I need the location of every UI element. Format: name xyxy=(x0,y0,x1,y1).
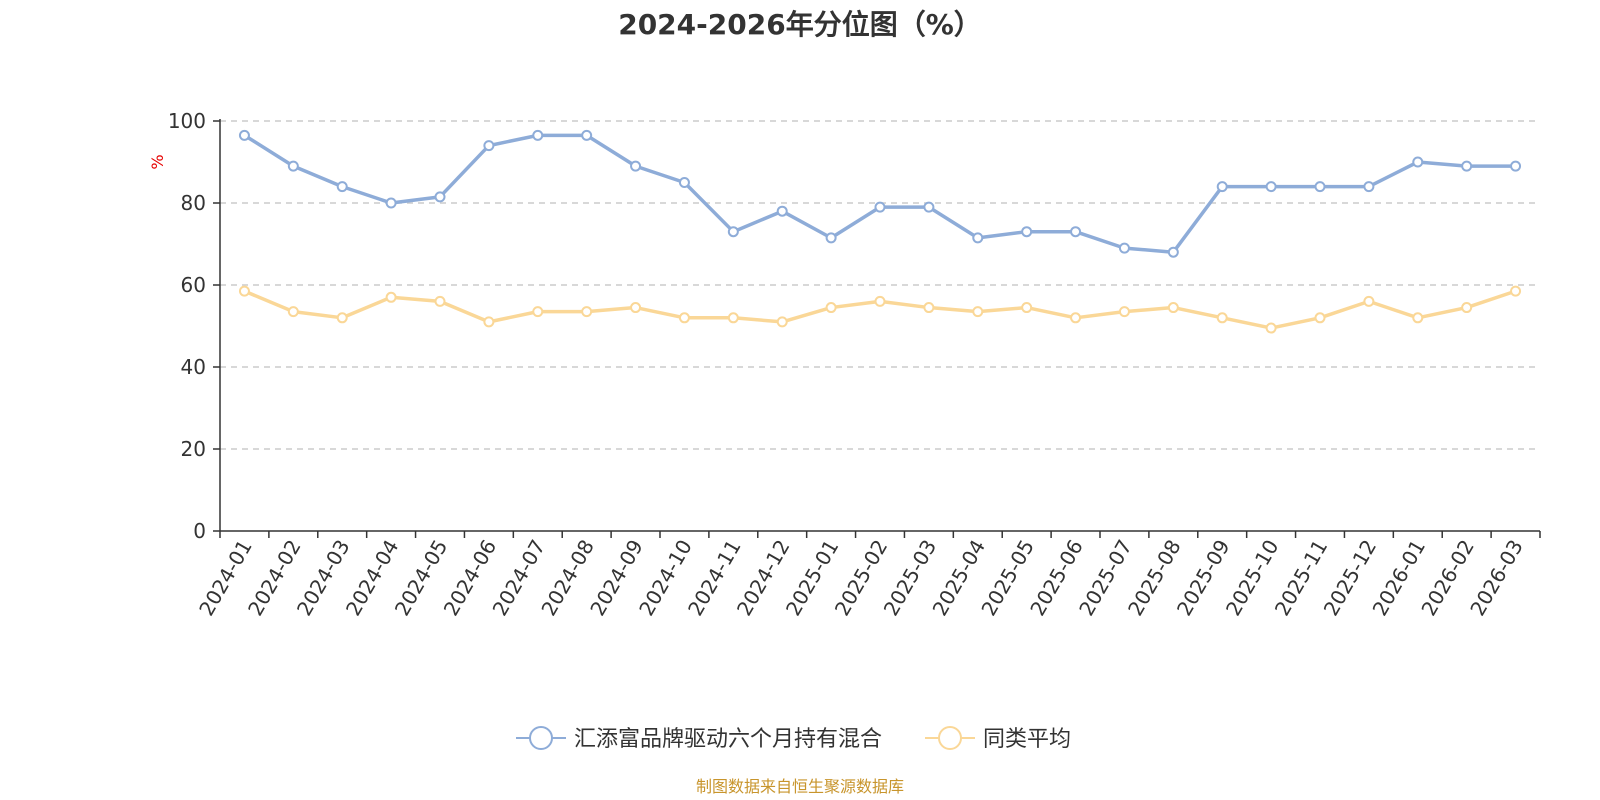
data-point xyxy=(1265,322,1277,334)
legend-label: 汇添富品牌驱动六个月持有混合 xyxy=(574,727,882,752)
grid-lines xyxy=(220,120,1540,450)
legend-marker xyxy=(529,726,553,750)
data-point xyxy=(727,226,739,238)
data-point xyxy=(1070,312,1082,324)
y-axis-unit-label: % xyxy=(148,154,167,169)
data-point xyxy=(483,140,495,152)
data-point xyxy=(238,285,250,297)
data-point xyxy=(1021,226,1033,238)
data-point xyxy=(1510,160,1522,172)
legend-label: 同类平均 xyxy=(983,727,1071,752)
data-point xyxy=(825,302,837,314)
data-point xyxy=(1070,226,1082,238)
data-point xyxy=(972,306,984,318)
data-point xyxy=(385,197,397,209)
data-point xyxy=(1216,181,1228,193)
data-point xyxy=(825,232,837,244)
data-point xyxy=(1167,302,1179,314)
y-axis-ticks: 0 20 40 60 80 100 xyxy=(168,109,206,543)
data-point xyxy=(972,232,984,244)
data-point xyxy=(385,291,397,303)
data-point xyxy=(630,302,642,314)
legend-item-1[interactable]: 汇添富品牌驱动六个月持有混合 xyxy=(516,726,882,752)
legend-marker xyxy=(938,726,962,750)
data-point xyxy=(581,306,593,318)
data-point xyxy=(776,205,788,217)
legend-item-2[interactable]: 同类平均 xyxy=(925,726,1071,752)
data-point xyxy=(1412,312,1424,324)
data-point xyxy=(1412,156,1424,168)
data-point xyxy=(1118,242,1130,254)
data-point xyxy=(923,201,935,213)
data-point xyxy=(238,129,250,141)
data-point xyxy=(678,312,690,324)
data-point xyxy=(1118,306,1130,318)
data-point xyxy=(1314,312,1326,324)
data-point xyxy=(874,295,886,307)
data-point xyxy=(434,191,446,203)
data-point xyxy=(483,316,495,328)
data-point xyxy=(776,316,788,328)
data-point xyxy=(1021,302,1033,314)
axes xyxy=(213,119,1541,538)
data-point xyxy=(1265,181,1277,193)
data-point xyxy=(287,306,299,318)
data-point xyxy=(630,160,642,172)
data-point xyxy=(1461,302,1473,314)
data-point xyxy=(874,201,886,213)
data-point xyxy=(581,129,593,141)
series-line-1 xyxy=(242,133,1518,254)
series-1 xyxy=(238,129,1522,258)
data-point xyxy=(1314,181,1326,193)
series-2 xyxy=(238,285,1522,334)
data-point xyxy=(532,129,544,141)
y-tick-label: 40 xyxy=(181,355,206,379)
data-point xyxy=(1363,181,1375,193)
data-point xyxy=(532,306,544,318)
series-lines xyxy=(238,129,1522,334)
y-tick-label: 80 xyxy=(181,191,206,215)
data-point xyxy=(336,312,348,324)
data-point xyxy=(1216,312,1228,324)
y-tick-label: 20 xyxy=(181,437,206,461)
chart-title: 2024-2026年分位图（%） xyxy=(618,8,982,41)
data-point xyxy=(1167,246,1179,258)
data-point xyxy=(336,181,348,193)
data-point xyxy=(727,312,739,324)
y-tick-label: 0 xyxy=(193,519,206,543)
y-tick-label: 60 xyxy=(181,273,206,297)
data-point xyxy=(923,302,935,314)
source-note: 制图数据来自恒生聚源数据库 xyxy=(696,777,904,796)
data-point xyxy=(678,177,690,188)
data-point xyxy=(287,160,299,172)
y-tick-label: 100 xyxy=(168,109,206,133)
x-axis-ticks: 2024-012024-022024-032024-042024-052024-… xyxy=(194,536,1528,620)
data-point xyxy=(1510,285,1522,297)
legend[interactable]: 汇添富品牌驱动六个月持有混合 同类平均 xyxy=(516,726,1071,752)
data-point xyxy=(1461,160,1473,172)
data-point xyxy=(1363,295,1375,307)
data-point xyxy=(434,295,446,307)
